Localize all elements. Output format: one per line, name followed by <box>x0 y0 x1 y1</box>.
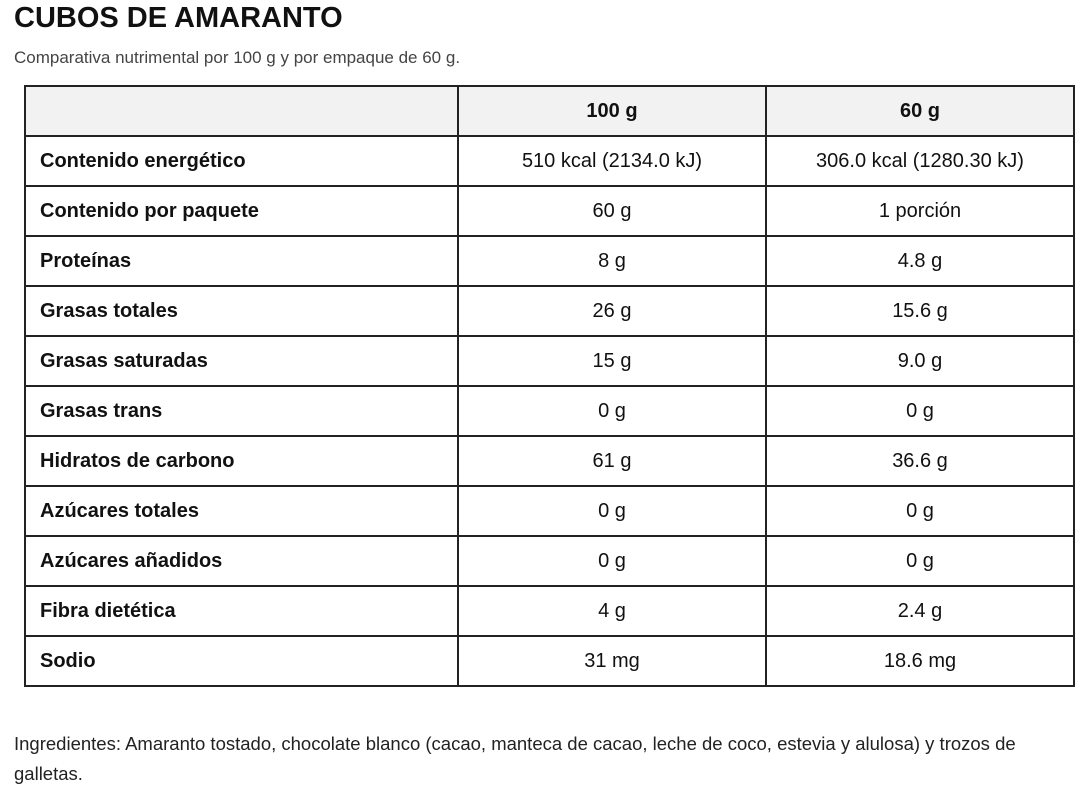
header-cell: 100 g <box>457 85 767 137</box>
value-cell: 510 kcal (2134.0 kJ) <box>457 135 767 187</box>
header-cell <box>24 85 459 137</box>
value-cell: 4 g <box>457 585 767 637</box>
value-cell: 26 g <box>457 285 767 337</box>
value-cell: 31 mg <box>457 635 767 687</box>
table-row: Proteínas 8 g 4.8 g <box>24 235 1075 287</box>
nutrition-table: 100 g 60 g Contenido energético 510 kcal … <box>24 85 1075 687</box>
value-cell: 0 g <box>765 485 1075 537</box>
value-cell: 0 g <box>457 535 767 587</box>
header-cell: 60 g <box>765 85 1075 137</box>
table-row: Sodio 31 mg 18.6 mg <box>24 635 1075 687</box>
value-cell: 18.6 mg <box>765 635 1075 687</box>
table-head: 100 g 60 g <box>24 85 1075 137</box>
value-cell: 4.8 g <box>765 235 1075 287</box>
title: CUBOS DE AMARANTO <box>14 2 343 34</box>
value-cell: 1 porción <box>765 185 1075 237</box>
value-cell: 0 g <box>457 485 767 537</box>
value-cell: 15 g <box>457 335 767 387</box>
value-cell: 8 g <box>457 235 767 287</box>
table-row: Grasas saturadas 15 g 9.0 g <box>24 335 1075 387</box>
table-row: Fibra dietética 4 g 2.4 g <box>24 585 1075 637</box>
subtitle: Comparativa nutrimental por 100 g y por … <box>14 48 461 67</box>
value-cell: 0 g <box>765 535 1075 587</box>
value-cell: 9.0 g <box>765 335 1075 387</box>
row-label: Grasas trans <box>24 385 459 437</box>
row-label: Hidratos de carbono <box>24 435 459 487</box>
ingredients: Ingredientes: Amaranto tostado, chocolat… <box>14 733 1016 784</box>
table-body: Contenido energético 510 kcal (2134.0 kJ)… <box>24 135 1075 687</box>
value-cell: 15.6 g <box>765 285 1075 337</box>
value-cell: 36.6 g <box>765 435 1075 487</box>
header-row: 100 g 60 g <box>24 85 1075 137</box>
row-label: Grasas totales <box>24 285 459 337</box>
row-label: Azúcares totales <box>24 485 459 537</box>
table-row: Hidratos de carbono 61 g 36.6 g <box>24 435 1075 487</box>
value-cell: 0 g <box>457 385 767 437</box>
row-label: Contenido por paquete <box>24 185 459 237</box>
row-label: Contenido energético <box>24 135 459 187</box>
row-label: Sodio <box>24 635 459 687</box>
row-label: Proteínas <box>24 235 459 287</box>
row-label: Grasas saturadas <box>24 335 459 387</box>
value-cell: 61 g <box>457 435 767 487</box>
table-row: Contenido energético 510 kcal (2134.0 kJ)… <box>24 135 1075 187</box>
value-cell: 0 g <box>765 385 1075 437</box>
row-label: Fibra dietética <box>24 585 459 637</box>
row-label: Azúcares añadidos <box>24 535 459 587</box>
value-cell: 2.4 g <box>765 585 1075 637</box>
table-row: Grasas totales 26 g 15.6 g <box>24 285 1075 337</box>
value-cell: 306.0 kcal (1280.30 kJ) <box>765 135 1075 187</box>
value-cell: 60 g <box>457 185 767 237</box>
